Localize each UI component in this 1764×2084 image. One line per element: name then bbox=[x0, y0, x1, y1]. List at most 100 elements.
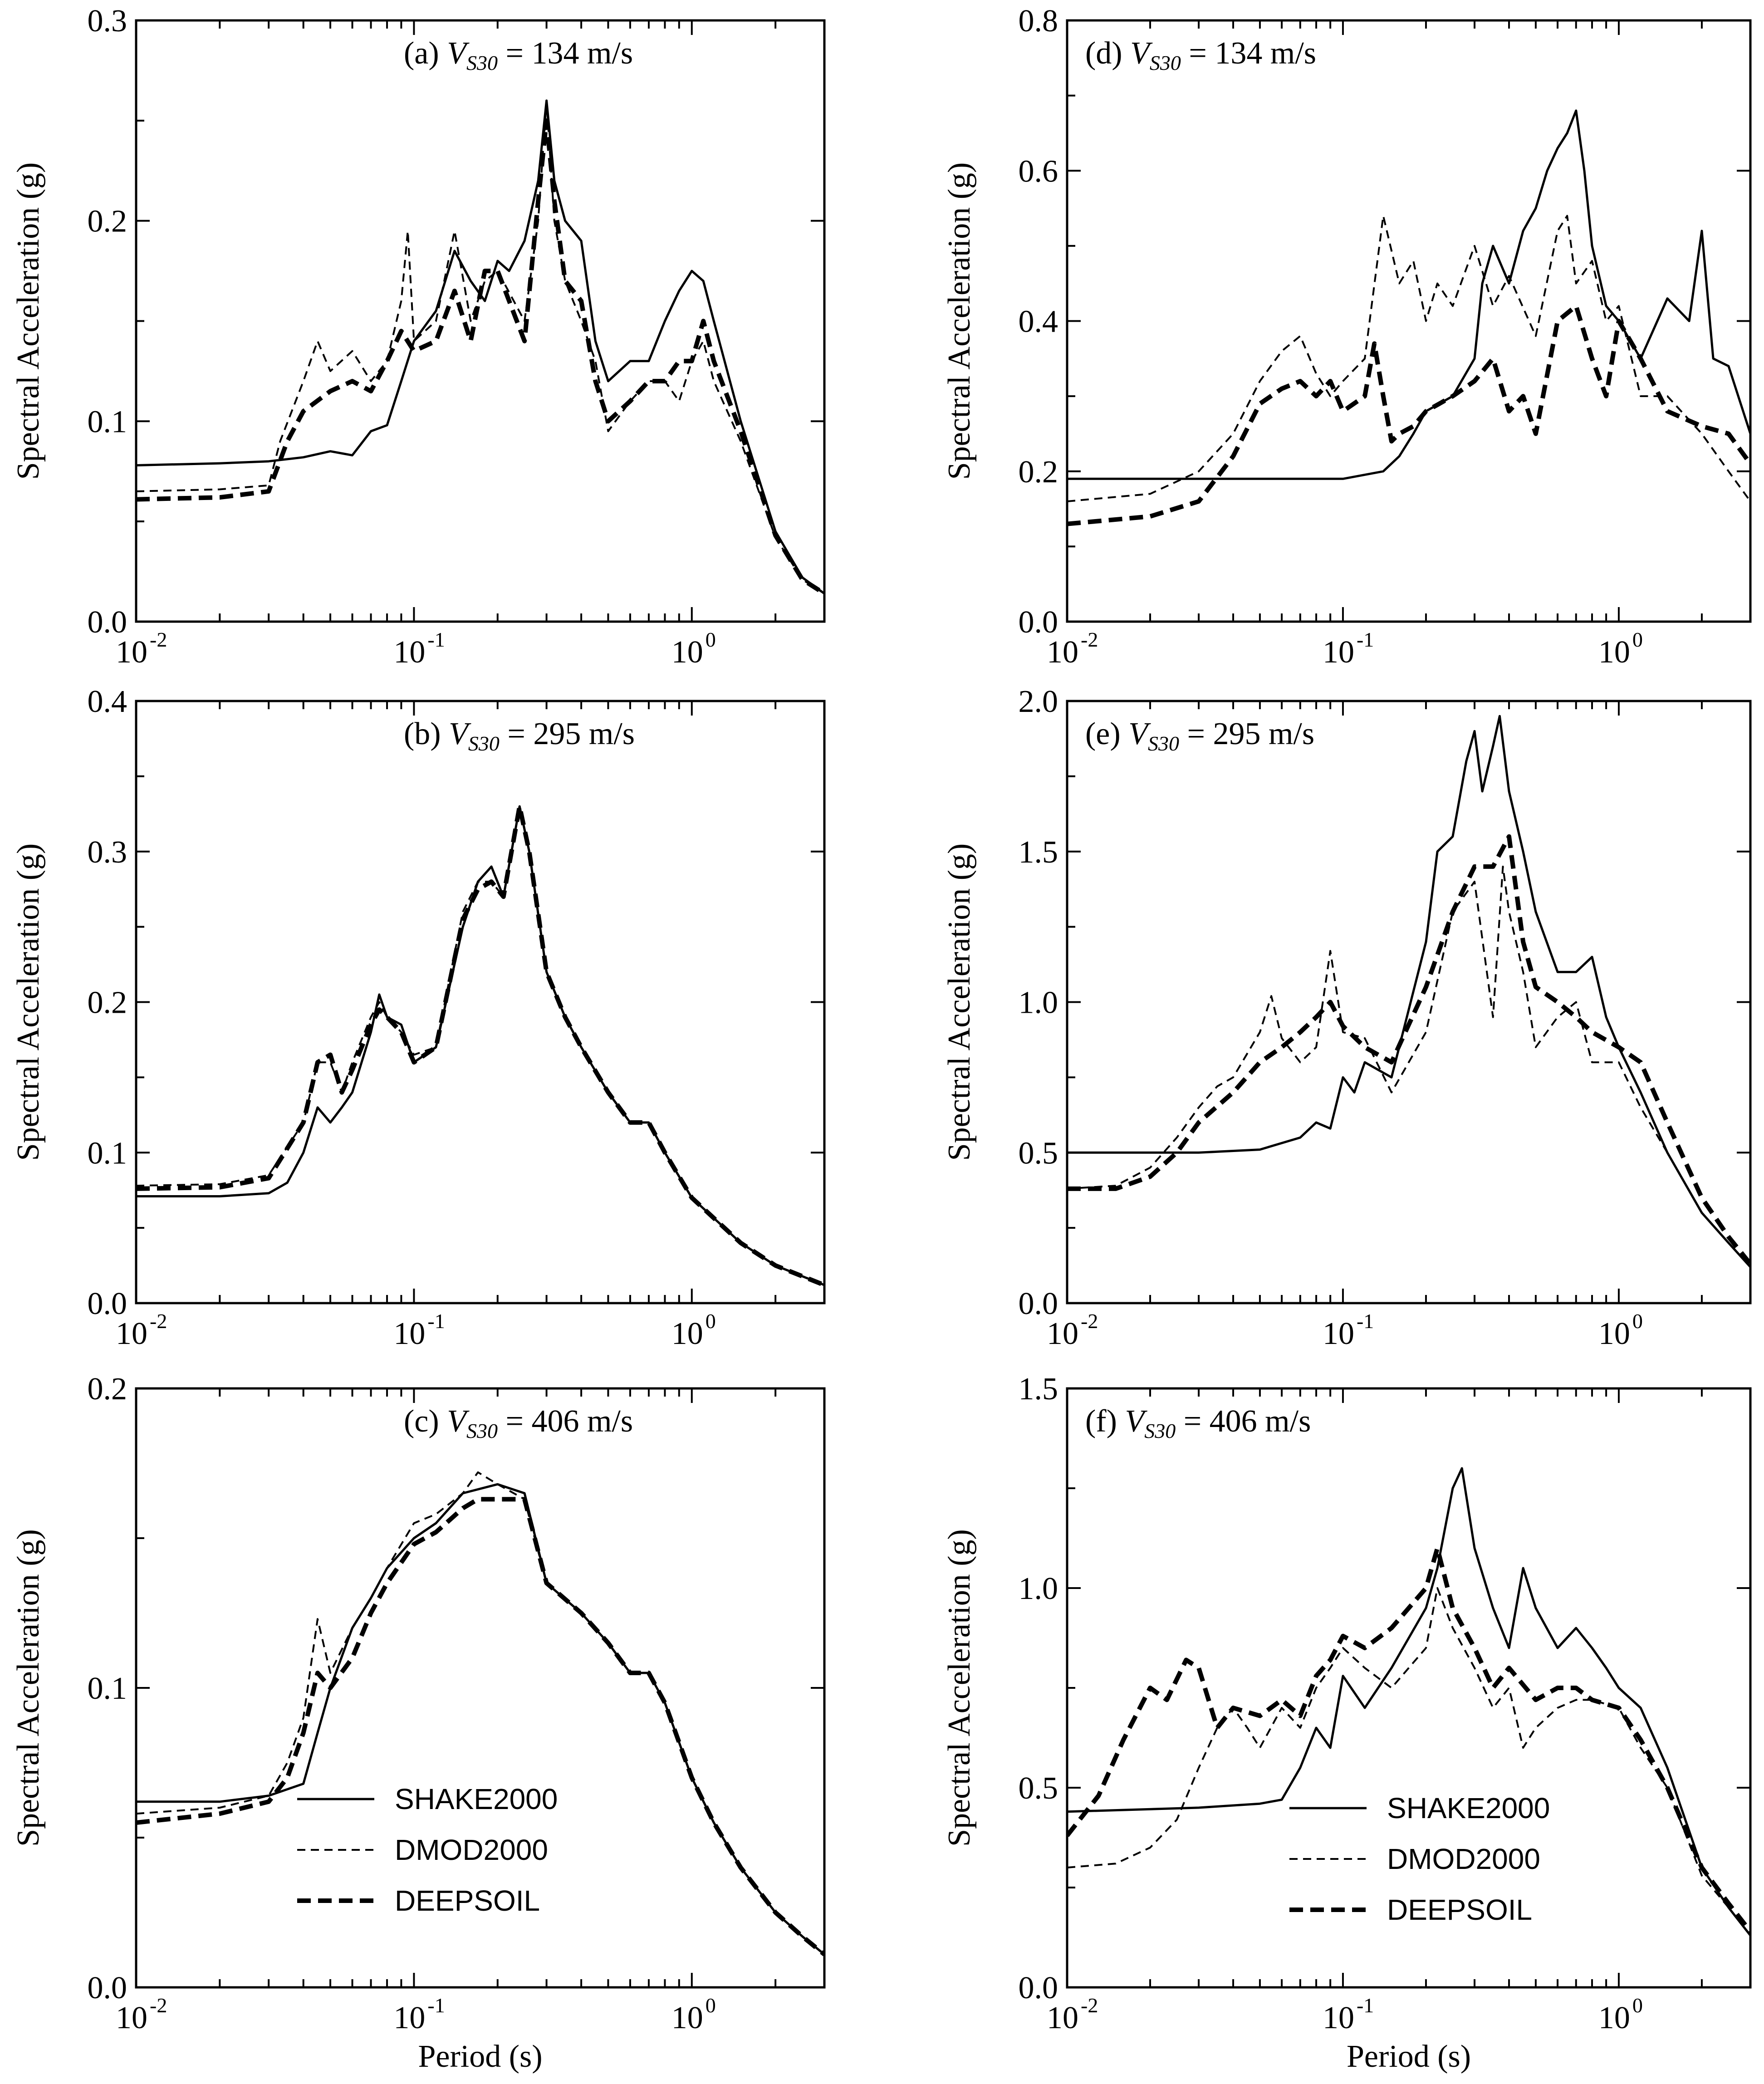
y-tick-label: 0.6 bbox=[1019, 154, 1058, 189]
y-tick-label: 0.1 bbox=[88, 1136, 127, 1171]
x-tick-label-exponent: -1 bbox=[1357, 1994, 1374, 2017]
chart-panel-b: 0.00.10.20.30.410 -2 10 -1 10 0(b) VS30 = 295… bbox=[11, 684, 826, 1351]
panel-title: (d) VS30 = 134 m/s bbox=[1085, 36, 1316, 74]
vs30-symbol: V bbox=[1125, 1404, 1147, 1439]
panel-label: (f) bbox=[1085, 1404, 1125, 1439]
x-tick-label: 10 bbox=[116, 2001, 147, 2035]
y-tick-label: 0.5 bbox=[1019, 1771, 1058, 1806]
vs30-value: = 295 m/s bbox=[500, 716, 635, 751]
series-line-deepsoil bbox=[136, 118, 824, 596]
y-axis-title: Spectral Acceleration (g) bbox=[942, 1529, 977, 1847]
vs30-subscript: S30 bbox=[1148, 732, 1179, 755]
x-tick-label-exponent: -1 bbox=[427, 628, 445, 651]
vs30-subscript: S30 bbox=[468, 732, 500, 755]
plot-frame bbox=[135, 19, 826, 623]
y-tick-label: 0.2 bbox=[88, 986, 127, 1020]
vs30-value: = 406 m/s bbox=[1176, 1404, 1311, 1439]
vs30-subscript: S30 bbox=[466, 51, 498, 74]
legend: SHAKE2000 DMOD2000 DEEPSOIL bbox=[297, 1783, 558, 1917]
y-tick-label: 1.5 bbox=[1019, 1372, 1058, 1407]
y-tick-label: 0.0 bbox=[88, 605, 127, 640]
series-line-deepsoil bbox=[1067, 1546, 1750, 1933]
panel-title: (b) VS30 = 295 m/s bbox=[404, 716, 635, 755]
y-tick-label: 0.0 bbox=[1019, 605, 1058, 640]
vs30-value: = 406 m/s bbox=[498, 1404, 633, 1439]
y-axis-title: Spectral Acceleration (g) bbox=[11, 162, 46, 480]
plot-frame bbox=[1066, 1387, 1752, 1989]
vs30-symbol: V bbox=[449, 716, 471, 751]
x-tick-label: 10 bbox=[1323, 635, 1354, 670]
vs30-symbol: V bbox=[1130, 36, 1153, 71]
legend-label: SHAKE2000 bbox=[395, 1783, 558, 1815]
y-tick-label: 2.0 bbox=[1019, 684, 1058, 719]
x-tick-label-exponent: -1 bbox=[1357, 628, 1374, 651]
x-axis-title: Period (s) bbox=[1347, 2039, 1471, 2074]
x-tick-label-exponent: 0 bbox=[1632, 1994, 1643, 2017]
series-line-dmod2000 bbox=[1067, 865, 1750, 1268]
chart-panel-e: 0.00.51.01.52.010 -2 10 -1 10 0(e) VS30 = 295… bbox=[942, 684, 1752, 1351]
x-tick-label: 10 bbox=[671, 2001, 703, 2035]
series-line-deepsoil bbox=[1067, 834, 1750, 1265]
series-line-deepsoil bbox=[136, 804, 824, 1287]
series-line-dmod2000 bbox=[1067, 215, 1750, 502]
panel-title: (c) VS30 = 406 m/s bbox=[404, 1404, 633, 1442]
series-line-dmod2000 bbox=[136, 805, 824, 1286]
panels-group: 0.00.10.20.310 -2 10 -1 10 0(a) VS30 = 134 m/… bbox=[11, 4, 1752, 2074]
x-tick-label: 10 bbox=[393, 635, 425, 670]
y-tick-label: 0.5 bbox=[1019, 1136, 1058, 1171]
x-tick-label-exponent: 0 bbox=[706, 1994, 716, 2017]
plot-frame bbox=[135, 1387, 826, 1989]
y-tick-label: 0.0 bbox=[1019, 1286, 1058, 1321]
x-tick-label: 10 bbox=[1047, 635, 1078, 670]
legend-label: DEEPSOIL bbox=[395, 1884, 540, 1917]
vs30-subscript: S30 bbox=[1144, 1419, 1176, 1442]
legend-label: DMOD2000 bbox=[395, 1834, 548, 1866]
x-tick-label-exponent: -2 bbox=[1081, 1994, 1098, 2017]
legend-label: DMOD2000 bbox=[1387, 1843, 1540, 1875]
x-tick-label-exponent: 0 bbox=[706, 1309, 716, 1333]
plot-frame bbox=[135, 700, 826, 1304]
x-tick-label: 10 bbox=[393, 2001, 425, 2035]
vs30-subscript: S30 bbox=[466, 1419, 498, 1442]
series-line-shake2000 bbox=[136, 805, 824, 1286]
x-tick-label: 10 bbox=[1598, 2001, 1630, 2035]
x-tick-label: 10 bbox=[671, 635, 703, 670]
series-line-deepsoil bbox=[136, 1497, 824, 1957]
y-axis-title: Spectral Acceleration (g) bbox=[942, 843, 977, 1161]
y-tick-label: 0.2 bbox=[88, 1372, 127, 1407]
plot-frame bbox=[1066, 19, 1752, 623]
legend-label: DEEPSOIL bbox=[1387, 1893, 1532, 1926]
panel-label: (e) bbox=[1085, 716, 1128, 751]
x-tick-label-exponent: -2 bbox=[150, 1994, 167, 2017]
y-tick-label: 0.4 bbox=[1019, 304, 1058, 339]
panel-title: (a) VS30 = 134 m/s bbox=[404, 36, 633, 74]
y-axis-title: Spectral Acceleration (g) bbox=[11, 1529, 46, 1847]
panel-label: (c) bbox=[404, 1404, 447, 1439]
panel-label: (a) bbox=[404, 36, 447, 71]
vs30-value: = 134 m/s bbox=[1181, 36, 1316, 71]
x-tick-label-exponent: -1 bbox=[427, 1994, 445, 2017]
x-tick-label-exponent: -2 bbox=[150, 1309, 167, 1333]
legend: SHAKE2000 DMOD2000 DEEPSOIL bbox=[1289, 1792, 1550, 1926]
chart-panel-a: 0.00.10.20.310 -2 10 -1 10 0(a) VS30 = 134 m/… bbox=[11, 4, 826, 670]
panel-title: (e) VS30 = 295 m/s bbox=[1085, 716, 1314, 755]
y-tick-label: 0.3 bbox=[88, 4, 127, 39]
x-tick-label: 10 bbox=[671, 1316, 703, 1351]
legend-label: SHAKE2000 bbox=[1387, 1792, 1550, 1824]
x-tick-label-exponent: 0 bbox=[706, 628, 716, 651]
vs30-symbol: V bbox=[447, 1404, 470, 1439]
chart-panel-f: 0.00.51.01.510 -2 10 -1 10 0(f) VS30 = 406 m/… bbox=[942, 1372, 1752, 2074]
series-line-dmod2000 bbox=[136, 1471, 824, 1955]
vs30-value: = 134 m/s bbox=[498, 36, 633, 71]
panel-label: (b) bbox=[404, 716, 449, 751]
y-tick-label: 1.0 bbox=[1019, 986, 1058, 1020]
y-axis-title: Spectral Acceleration (g) bbox=[11, 843, 46, 1161]
y-tick-label: 0.1 bbox=[88, 1671, 127, 1706]
vs30-symbol: V bbox=[447, 36, 470, 71]
x-tick-label-exponent: -2 bbox=[1081, 1309, 1098, 1333]
x-axis-title: Period (s) bbox=[418, 2039, 542, 2074]
x-tick-label: 10 bbox=[1598, 1316, 1630, 1351]
y-tick-label: 1.5 bbox=[1019, 835, 1058, 870]
